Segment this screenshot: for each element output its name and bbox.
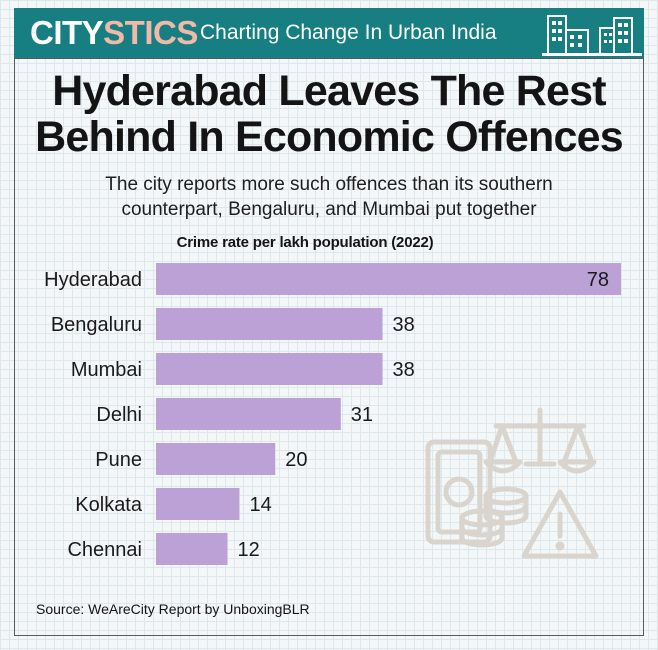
category-label-chennai: Chennai bbox=[67, 539, 142, 561]
subtitle-line-1: The city reports more such offences than… bbox=[105, 174, 553, 195]
header-banner: CITYSTICS Charting Change In Urban India bbox=[14, 8, 644, 58]
bar-hyderabad bbox=[156, 263, 621, 295]
bar-bengaluru bbox=[156, 308, 383, 340]
value-label-chennai: 12 bbox=[238, 539, 260, 561]
title-line-1: Hyderabad Leaves The Rest bbox=[52, 67, 606, 115]
value-label-hyderabad: 78 bbox=[587, 269, 609, 291]
brand-part-stics: STICS bbox=[103, 14, 198, 51]
content-frame bbox=[14, 58, 644, 636]
brand-part-city: CITY bbox=[30, 14, 104, 51]
value-label-delhi: 31 bbox=[351, 404, 373, 426]
subtitle-line-2: counterpart, Bengaluru, and Mumbai put t… bbox=[121, 199, 537, 220]
value-label-mumbai: 38 bbox=[393, 359, 415, 381]
bar-kolkata bbox=[156, 488, 240, 520]
page-title: Hyderabad Leaves The Rest Behind In Econ… bbox=[14, 68, 644, 160]
money-scales-coins-warning-icon bbox=[425, 407, 599, 559]
source-note: Source: WeAreCity Report by UnboxingBLR bbox=[36, 601, 310, 617]
bar-chennai bbox=[156, 533, 228, 565]
category-label-bengaluru: Bengaluru bbox=[51, 314, 142, 336]
city-skyline-icon bbox=[542, 15, 642, 56]
value-label-bengaluru: 38 bbox=[393, 314, 415, 336]
category-label-kolkata: Kolkata bbox=[75, 494, 143, 516]
brand-logo: CITYSTICS bbox=[30, 14, 198, 52]
bar-mumbai bbox=[156, 353, 383, 385]
category-label-hyderabad: Hyderabad bbox=[44, 269, 142, 291]
value-label-kolkata: 14 bbox=[249, 494, 271, 516]
page-subtitle: The city reports more such offences than… bbox=[30, 172, 628, 222]
category-label-delhi: Delhi bbox=[96, 404, 142, 426]
value-label-pune: 20 bbox=[285, 449, 307, 471]
bar-pune bbox=[156, 443, 276, 475]
header-tagline: Charting Change In Urban India bbox=[200, 21, 497, 44]
category-label-mumbai: Mumbai bbox=[71, 359, 142, 381]
category-label-pune: Pune bbox=[95, 449, 142, 471]
bar-chart: Hyderabad 78 Bengaluru 38 Mumbai 38 Delhi 31 Pun… bbox=[44, 263, 621, 565]
chart-title: Crime rate per lakh population (2022) bbox=[176, 234, 434, 251]
title-line-2: Behind In Economic Offences bbox=[35, 113, 623, 161]
bar-delhi bbox=[156, 398, 341, 430]
